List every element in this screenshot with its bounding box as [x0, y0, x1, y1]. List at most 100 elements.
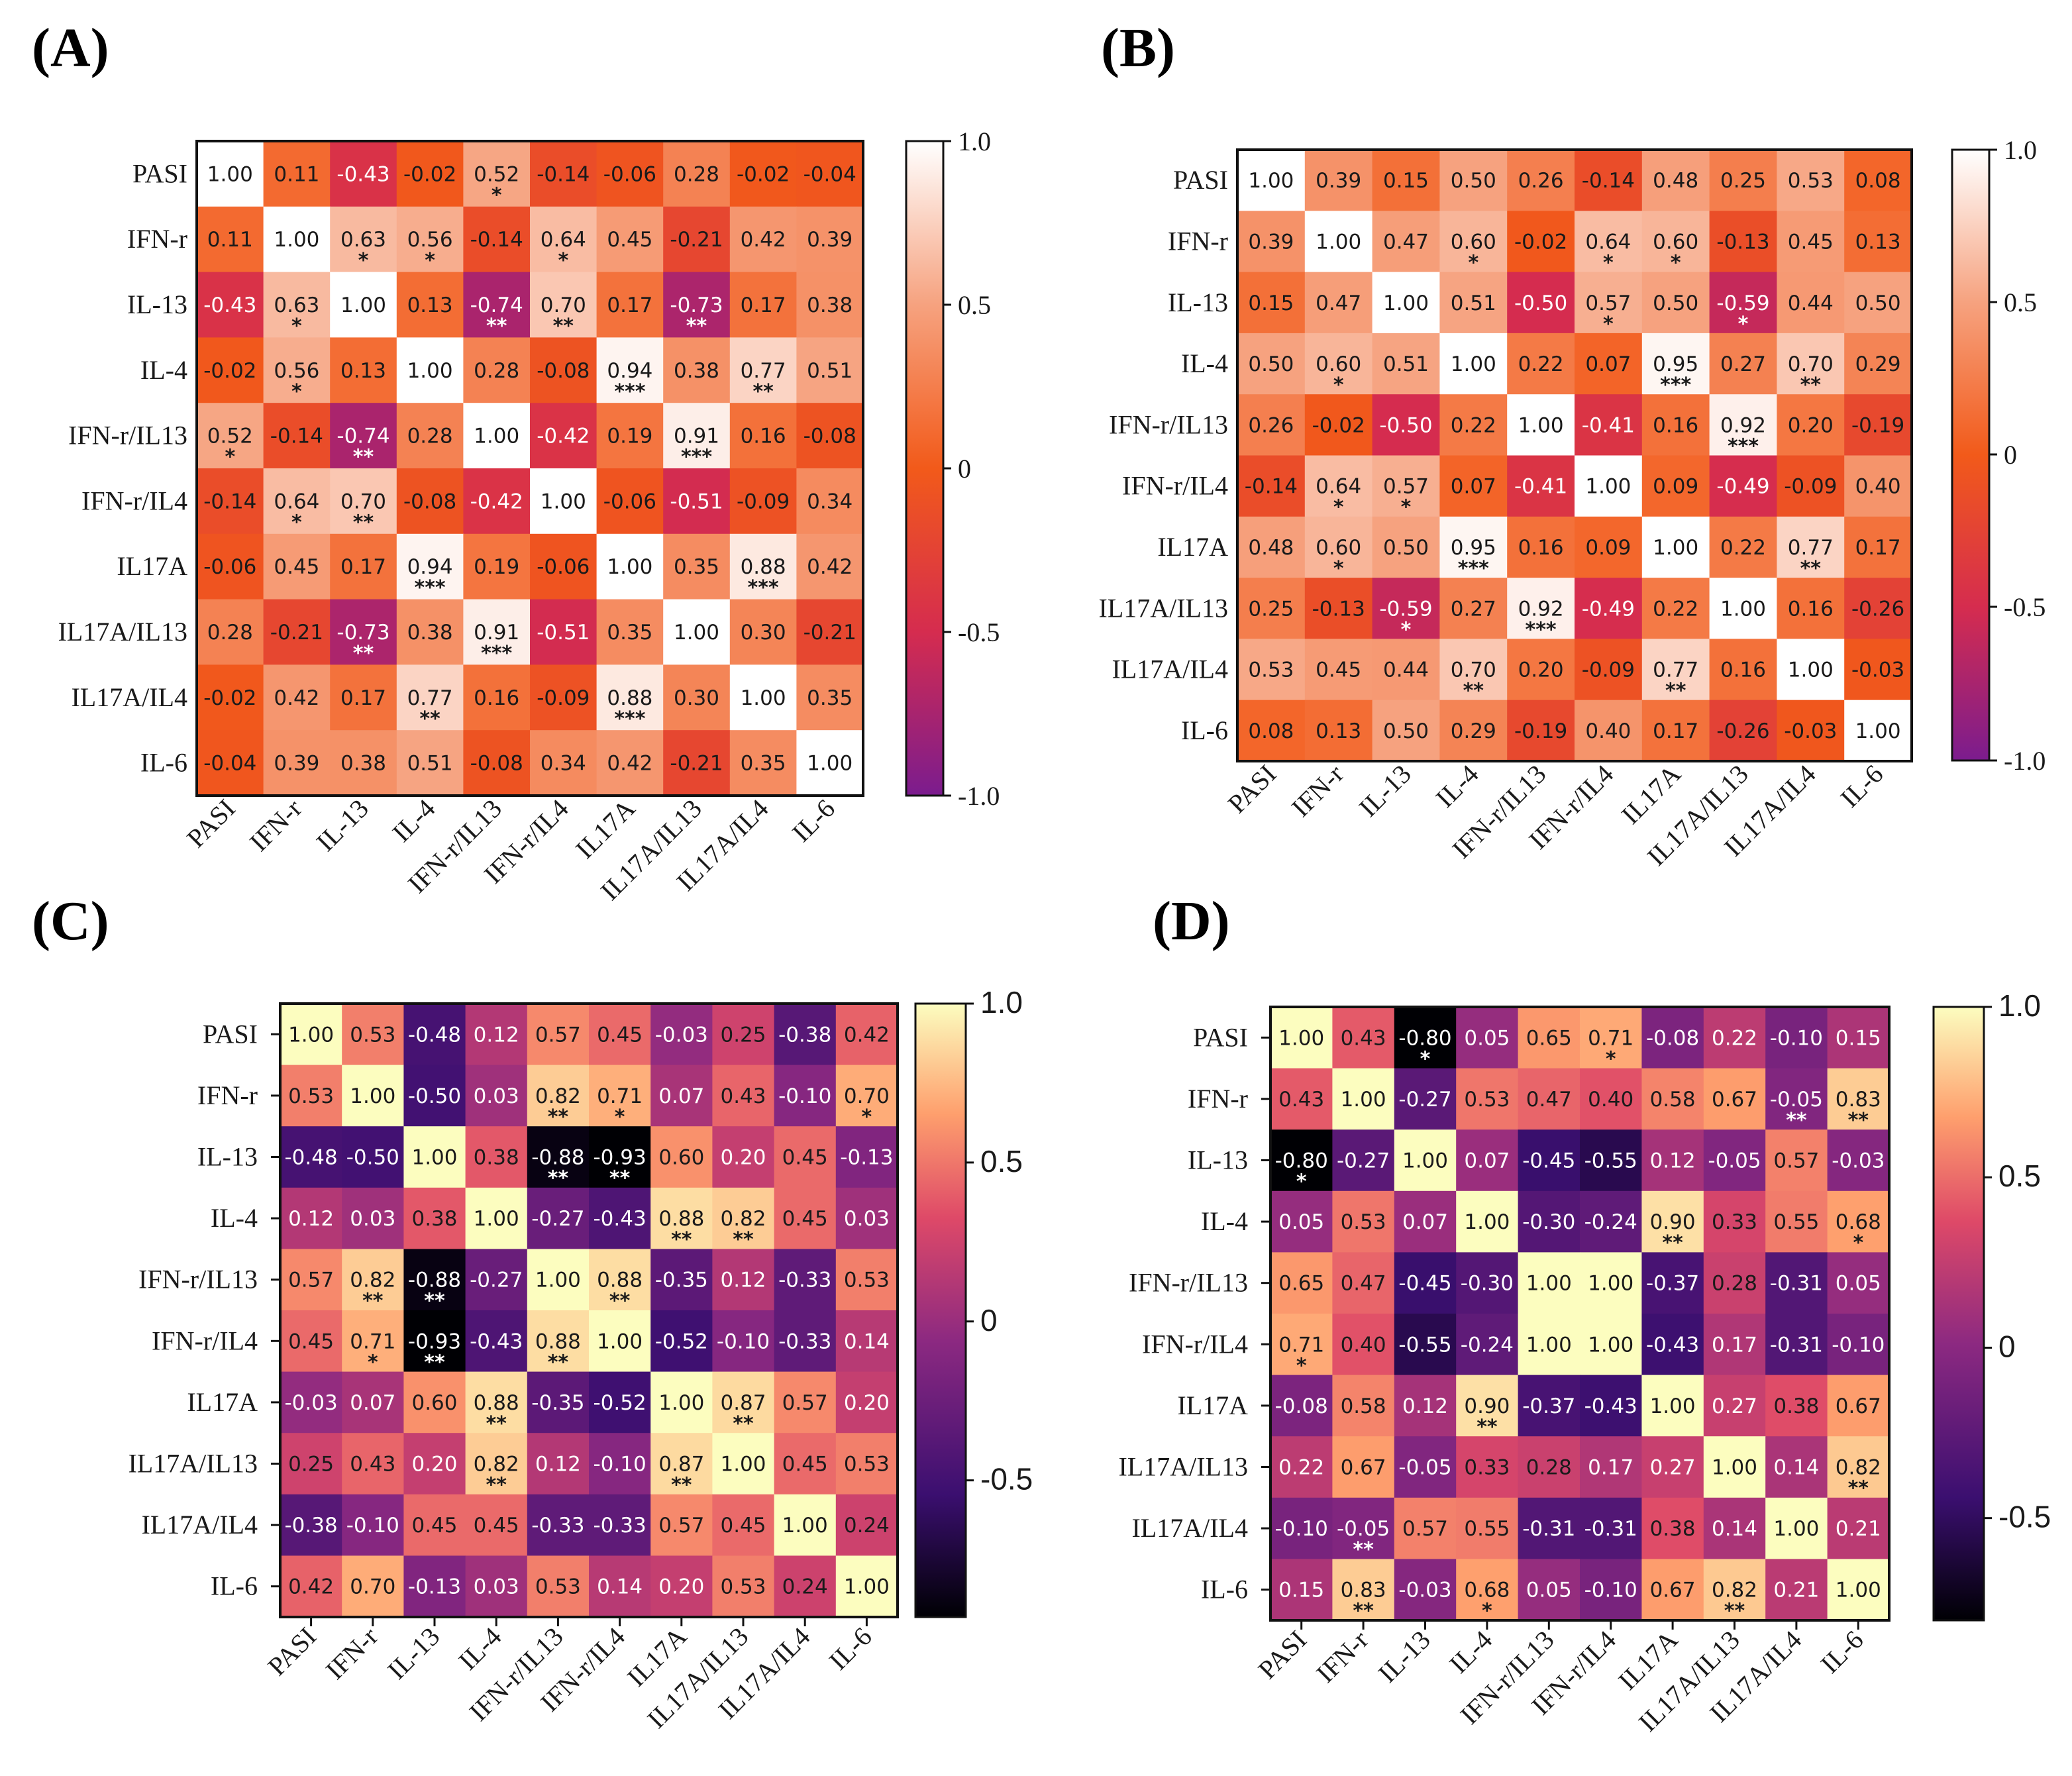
- cell-value-label: 0.47: [1526, 1088, 1572, 1112]
- cell-value-label: 0.25: [1720, 169, 1766, 193]
- cell-value-label: 0.38: [674, 359, 719, 383]
- heatmap-cell: [280, 1004, 342, 1066]
- cell-value-label: -0.42: [470, 490, 523, 513]
- heatmap-cell: [589, 1433, 651, 1495]
- cell-value-label: 0.83: [1341, 1579, 1386, 1602]
- heatmap-cell: [1709, 211, 1777, 273]
- cell-value-label: 0.20: [658, 1575, 704, 1599]
- cell-value-label: -0.74: [470, 293, 523, 317]
- significance-stars: ***: [1526, 618, 1557, 641]
- cell-value-label: 0.50: [1383, 719, 1429, 743]
- heatmap-cell: [465, 1126, 528, 1188]
- cell-value-label: 1.00: [411, 1146, 457, 1170]
- cell-value-label: 0.25: [1248, 597, 1294, 621]
- heatmap-cell: [1575, 150, 1643, 211]
- colorbar-tick-label: 0.5: [2004, 287, 2037, 317]
- significance-stars: ***: [748, 576, 779, 600]
- cell-value-label: -0.05: [1770, 1088, 1823, 1112]
- heatmap-cell: [403, 1494, 466, 1556]
- cell-value-label: 0.38: [407, 621, 453, 645]
- heatmap-cell: [1518, 1007, 1580, 1069]
- heatmap-cell: [463, 468, 531, 535]
- cell-value-label: 0.14: [844, 1330, 890, 1353]
- cell-value-label: -0.03: [1784, 719, 1837, 743]
- heatmap-cell: [342, 1310, 404, 1373]
- cell-value-label: 1.00: [658, 1391, 704, 1415]
- cell-value-label: -0.13: [1312, 597, 1365, 621]
- heatmap-cell: [1237, 455, 1306, 517]
- cell-value-label: 0.42: [844, 1023, 890, 1047]
- heatmap-cell: [1439, 394, 1508, 456]
- cell-value-label: 0.28: [1526, 1456, 1572, 1480]
- row-label: IFN-r/IL4: [1122, 471, 1228, 501]
- cell-value-label: 0.16: [1518, 536, 1564, 560]
- heatmap-cell: [663, 730, 731, 796]
- cell-value-label: 0.88: [658, 1207, 704, 1231]
- heatmap-cell: [1844, 333, 1912, 395]
- cell-value-label: 0.71: [350, 1330, 395, 1353]
- heatmap-cell: [330, 730, 397, 796]
- cell-value-label: 0.17: [607, 293, 652, 317]
- cell-value-label: 0.44: [1383, 658, 1429, 682]
- cell-value-label: 0.12: [1402, 1394, 1448, 1418]
- cell-value-label: 0.53: [535, 1575, 581, 1599]
- heatmap-cell: [403, 1126, 466, 1188]
- cell-value-label: 1.00: [607, 555, 652, 579]
- heatmap-cell: [1641, 1190, 1704, 1253]
- cell-value-label: 0.88: [607, 686, 652, 710]
- cell-value-label: 0.51: [407, 752, 453, 776]
- column-label: IFN-r: [1286, 759, 1349, 823]
- heatmap-cell: [1456, 1314, 1519, 1376]
- heatmap-cell: [1394, 1007, 1457, 1069]
- heatmap-cell: [650, 1371, 713, 1434]
- cell-value-label: -0.42: [537, 425, 590, 448]
- cell-value-label: -0.33: [531, 1514, 584, 1538]
- cell-value-label: -0.10: [1584, 1579, 1637, 1602]
- cell-value-label: -0.45: [1522, 1149, 1575, 1173]
- heatmap-cell: [197, 337, 264, 403]
- heatmap-cell: [280, 1494, 342, 1556]
- cell-value-label: -0.10: [346, 1514, 399, 1538]
- heatmap-cell: [1332, 1314, 1395, 1376]
- cell-value-label: 0.39: [1248, 230, 1294, 254]
- cell-value-label: 0.50: [1653, 291, 1698, 315]
- significance-stars: **: [1848, 1477, 1869, 1500]
- cell-value-label: 0.77: [1653, 658, 1698, 682]
- heatmap-cell: [1270, 1252, 1333, 1314]
- cell-value-label: 0.83: [1836, 1088, 1881, 1112]
- cell-value-label: -0.21: [270, 621, 323, 645]
- heatmap-cell: [712, 1004, 775, 1066]
- cell-value-label: 0.64: [1585, 230, 1631, 254]
- heatmap-cell: [1641, 272, 1710, 334]
- cell-value-label: -0.43: [1584, 1394, 1637, 1418]
- heatmap-cell: [774, 1310, 837, 1373]
- significance-stars: **: [609, 1167, 631, 1190]
- heatmap-cell: [530, 533, 597, 600]
- heatmap-cell: [330, 141, 397, 207]
- cell-value-label: -0.43: [1646, 1333, 1699, 1357]
- cell-value-label: 0.45: [607, 228, 652, 252]
- cell-value-label: 0.70: [350, 1575, 395, 1599]
- heatmap-cell: [403, 1004, 466, 1066]
- cell-value-label: 0.29: [1451, 719, 1496, 743]
- heatmap-cell: [663, 337, 731, 403]
- cell-value-label: 0.09: [1585, 536, 1631, 560]
- significance-stars: *: [1401, 496, 1412, 519]
- heatmap-cell: [1518, 1190, 1580, 1253]
- heatmap-cell: [1518, 1129, 1580, 1192]
- heatmap-cell: [796, 403, 864, 469]
- heatmap-cell: [589, 1187, 651, 1249]
- cell-value-label: 1.00: [1855, 719, 1901, 743]
- significance-stars: **: [1662, 1231, 1683, 1255]
- heatmap-cell: [1703, 1314, 1766, 1376]
- cell-value-label: 0.51: [1383, 352, 1429, 376]
- significance-stars: **: [486, 1412, 507, 1436]
- heatmap-cell: [330, 206, 397, 273]
- column-label: IL-13: [311, 794, 374, 857]
- heatmap-cell: [530, 730, 597, 796]
- heatmap-cell: [530, 141, 597, 207]
- heatmap-cell: [1777, 211, 1845, 273]
- panel-c: (C)1.00 0.53 -0.48 0.12 0.57 0.45 -0.03 0.25 -0.…: [32, 890, 1033, 1734]
- cell-value-label: -0.88: [531, 1146, 584, 1170]
- heatmap-cell: [1580, 1436, 1642, 1498]
